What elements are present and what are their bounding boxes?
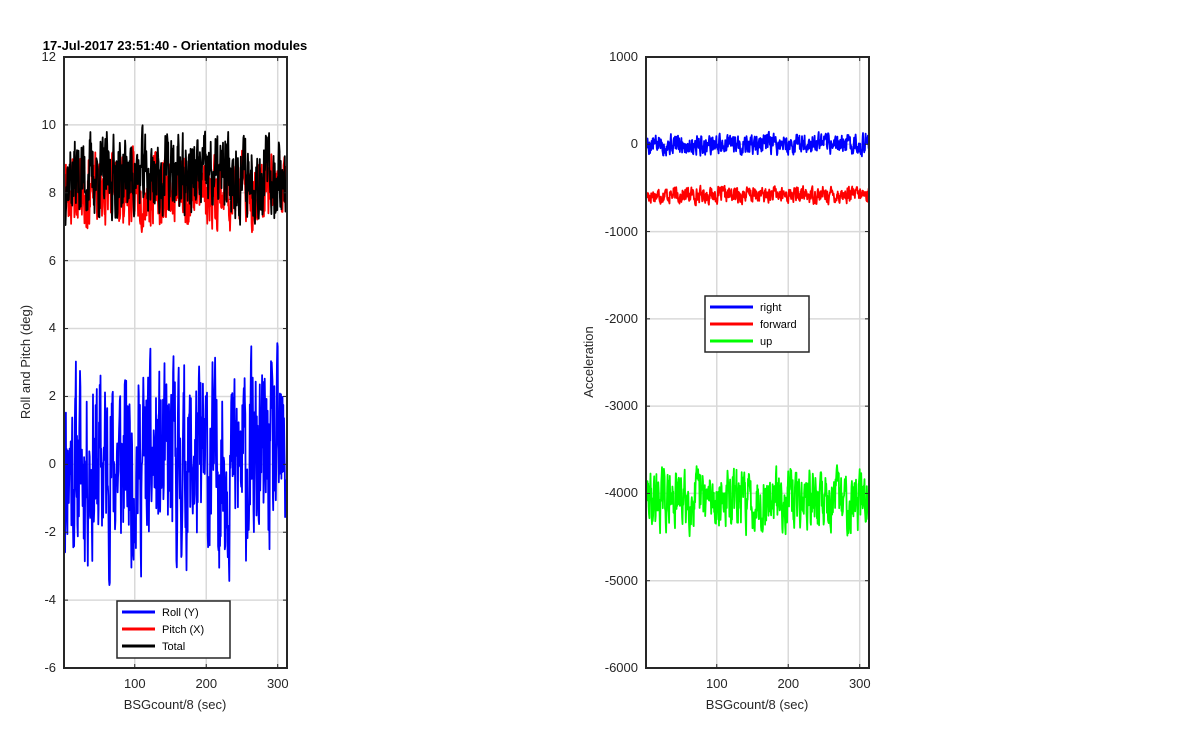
tick-marks xyxy=(64,56,287,669)
y-tick-label: -2 xyxy=(44,524,56,539)
legend: Roll (Y) Pitch (X) Total xyxy=(116,600,231,659)
y-tick-label: 12 xyxy=(42,49,56,64)
plot-frame xyxy=(63,56,288,669)
series-line-forward xyxy=(645,184,870,207)
y-tick-label: 0 xyxy=(49,456,56,471)
x-tick-label: 200 xyxy=(777,676,799,691)
y-axis-label: Acceleration xyxy=(581,326,596,398)
y-tick-label: 1000 xyxy=(609,49,638,64)
y-tick-label: -6000 xyxy=(605,660,638,675)
x-tick-labels: 100 200 300 xyxy=(706,676,871,691)
plot-frame xyxy=(645,56,870,669)
series-line-right xyxy=(645,130,870,158)
y-tick-label: -4000 xyxy=(605,485,638,500)
series-lines xyxy=(63,124,288,586)
series-line-roll-y xyxy=(63,342,288,586)
x-tick-label: 300 xyxy=(267,676,289,691)
y-tick-label: -4 xyxy=(44,592,56,607)
x-tick-label: 200 xyxy=(195,676,217,691)
acceleration-chart: -6000 -5000 -4000 -3000 -2000 -1000 0 10… xyxy=(581,49,871,712)
chart-title: 17-Jul-2017 23:51:40 - Orientation modul… xyxy=(43,38,307,53)
x-axis-label: BSGcount/8 (sec) xyxy=(706,697,809,712)
legend-entry-up: up xyxy=(760,336,772,348)
y-tick-label: -3000 xyxy=(605,398,638,413)
legend: right forward up xyxy=(704,295,810,353)
y-tick-label: -6 xyxy=(44,660,56,675)
y-tick-labels: -6 -4 -2 0 2 4 6 8 10 12 xyxy=(42,49,56,675)
y-tick-label: 0 xyxy=(631,136,638,151)
legend-entry-forward: forward xyxy=(760,319,797,331)
legend-entry-right: right xyxy=(760,302,781,314)
series-line-up xyxy=(645,464,870,538)
series-lines xyxy=(645,130,870,538)
series-line-total xyxy=(63,124,288,227)
y-tick-label: 10 xyxy=(42,117,56,132)
y-axis-label: Roll and Pitch (deg) xyxy=(18,305,33,419)
x-tick-label: 300 xyxy=(849,676,871,691)
y-tick-label: -2000 xyxy=(605,311,638,326)
x-tick-label: 100 xyxy=(124,676,146,691)
legend-entry-total: Total xyxy=(162,641,185,653)
tick-marks xyxy=(646,56,869,669)
legend-entry-roll: Roll (Y) xyxy=(162,607,199,619)
x-axis-label: BSGcount/8 (sec) xyxy=(124,697,227,712)
x-tick-labels: 100 200 300 xyxy=(124,676,289,691)
y-tick-label: 8 xyxy=(49,185,56,200)
y-tick-label: -5000 xyxy=(605,573,638,588)
orientation-chart: -6 -4 -2 0 2 4 6 8 10 12 100 200 300 17-… xyxy=(18,38,307,712)
legend-entry-pitch: Pitch (X) xyxy=(162,624,204,636)
y-tick-label: 4 xyxy=(49,320,56,335)
y-tick-labels: -6000 -5000 -4000 -3000 -2000 -1000 0 10… xyxy=(605,49,638,675)
y-tick-label: 2 xyxy=(49,388,56,403)
y-tick-label: -1000 xyxy=(605,224,638,239)
y-tick-label: 6 xyxy=(49,253,56,268)
x-tick-label: 100 xyxy=(706,676,728,691)
